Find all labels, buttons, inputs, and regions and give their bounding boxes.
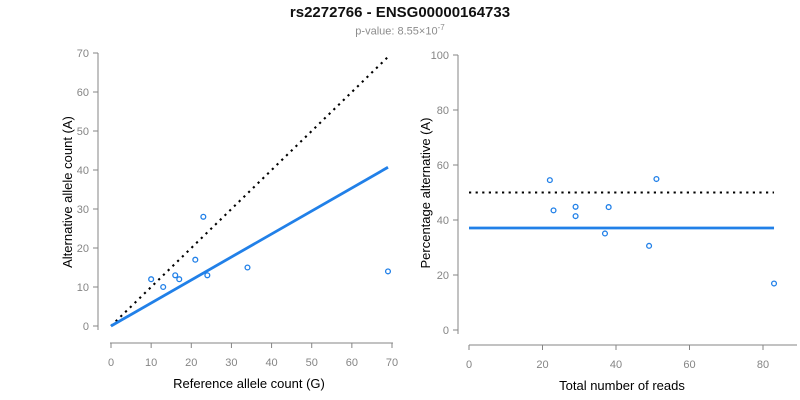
x-axis-title: Total number of reads: [559, 378, 685, 393]
data-point: [172, 272, 179, 279]
y-axis-title: Alternative allele count (A): [60, 116, 75, 268]
x-tick-label: 0: [466, 359, 472, 371]
x-tick-label: 20: [536, 359, 548, 371]
x-tick-label: 50: [306, 357, 318, 369]
data-point: [550, 207, 557, 214]
data-point: [770, 280, 778, 287]
data-point: [148, 276, 155, 283]
y-tick-label: 20: [437, 270, 449, 282]
y-tick-label: 40: [437, 215, 449, 227]
y-tick-label: 70: [77, 48, 89, 60]
x-tick-label: 40: [265, 357, 277, 369]
page-title: rs2272766 - ENSG00000164733: [289, 4, 511, 21]
x-axis-title: Reference allele count (G): [173, 376, 325, 391]
data-point: [176, 276, 183, 283]
x-tick-label: 30: [225, 357, 237, 369]
data-point: [653, 175, 660, 183]
y-tick-label: 100: [431, 50, 449, 62]
p-value-base: p-value: 8.55×10: [355, 25, 438, 38]
y-tick-label: 10: [77, 282, 89, 294]
y-tick-label: 20: [77, 243, 89, 255]
data-point: [384, 268, 392, 275]
data-point: [605, 204, 612, 211]
data-point: [192, 256, 199, 263]
x-tick-label: 10: [145, 357, 157, 369]
data-point: [200, 213, 207, 220]
x-tick-label: 40: [610, 359, 622, 371]
x-tick-label: 0: [108, 357, 114, 369]
y-tick-label: 0: [83, 321, 89, 333]
data-point: [204, 272, 211, 279]
data-point: [160, 283, 167, 291]
y-tick-label: 60: [437, 160, 449, 172]
data-point: [601, 230, 609, 237]
percentage-alternative-scatter: 0 20 40 60 80 0 20 40 60 80 100 Total number of rea…: [418, 50, 797, 393]
data-point: [646, 242, 653, 249]
fit-line: [110, 166, 389, 328]
identity-dotted-line: [110, 56, 389, 327]
data-point: [572, 203, 579, 210]
x-tick-label: 60: [683, 359, 695, 371]
y-tick-label: 0: [443, 325, 449, 337]
y-tick-label: 50: [77, 126, 89, 138]
allele-count-scatter: 0 10 20 30 40 50 60 70 0 10 20 30 40 50 60 70 Reference …: [60, 48, 398, 391]
y-tick-label: 80: [437, 105, 449, 117]
data-point: [546, 177, 553, 184]
data-point: [572, 213, 579, 220]
y-axis-title: Percentage alternative (A): [418, 117, 433, 268]
p-value-exponent: -7: [437, 23, 445, 32]
x-tick-label: 80: [757, 359, 769, 371]
data-point: [244, 264, 251, 271]
x-tick-label: 20: [185, 357, 197, 369]
y-tick-label: 40: [77, 165, 89, 177]
p-value-label: p-value: 8.55×10-7: [0, 23, 800, 38]
y-tick-label: 30: [77, 204, 89, 216]
x-tick-label: 60: [346, 357, 358, 369]
y-tick-label: 60: [77, 87, 89, 99]
x-tick-label: 70: [386, 357, 398, 369]
